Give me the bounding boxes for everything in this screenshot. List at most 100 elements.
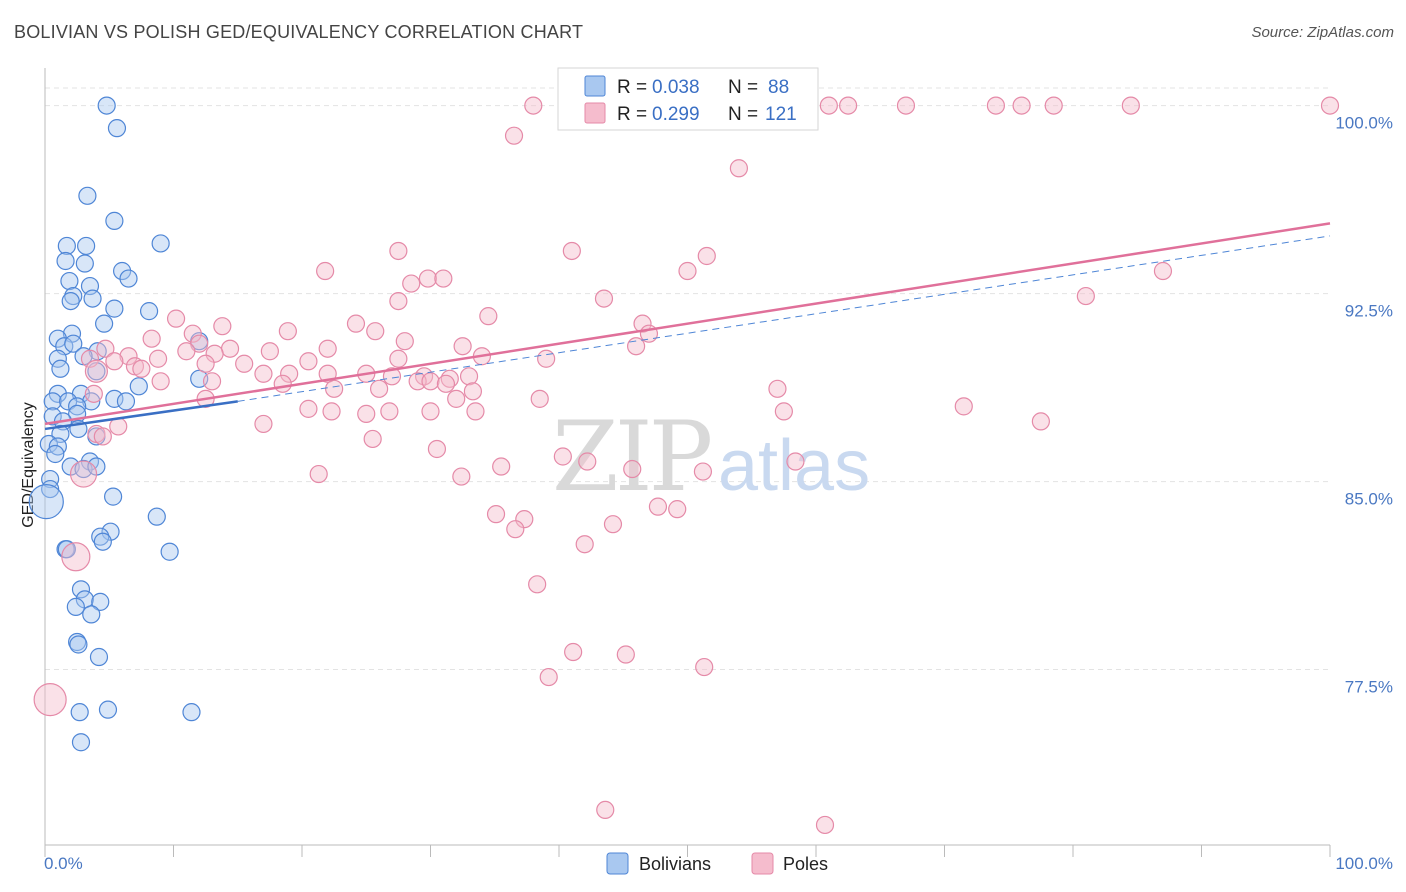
point-poles xyxy=(466,402,485,421)
point-poles xyxy=(452,467,471,486)
point-poles xyxy=(506,520,525,539)
point-bolivians xyxy=(71,733,91,752)
point-poles xyxy=(309,464,328,484)
point-poles xyxy=(815,815,835,835)
point-poles xyxy=(370,379,389,398)
point-bolivians xyxy=(119,269,138,288)
point-poles xyxy=(896,96,916,115)
point-poles xyxy=(278,322,297,341)
point-poles xyxy=(142,329,161,348)
point-poles xyxy=(363,429,382,449)
point-poles xyxy=(1121,96,1140,115)
point-poles xyxy=(562,241,581,261)
tick-labels: 77.5% 85.0% 92.5% 100.0% 0.0% 100.0% xyxy=(44,114,1393,873)
point-poles xyxy=(633,314,652,333)
trend-line-bolivians-extrapolated xyxy=(237,235,1331,402)
point-bolivians xyxy=(105,389,124,408)
legend-swatch-pink xyxy=(584,102,606,124)
point-poles xyxy=(254,364,273,383)
legend-r-value-1: 0.038 xyxy=(652,77,700,98)
point-poles xyxy=(1076,286,1095,306)
point-poles xyxy=(177,342,196,361)
point-bolivians xyxy=(82,605,101,624)
point-bolivians xyxy=(57,236,76,256)
point-poles xyxy=(299,352,318,371)
point-poles xyxy=(84,384,103,403)
point-bolivians xyxy=(43,392,62,411)
point-poles xyxy=(578,452,597,471)
point-poles xyxy=(119,347,138,366)
watermark-zip: ZIP xyxy=(552,401,711,513)
watermark: ZIP atlas xyxy=(552,401,870,513)
point-poles xyxy=(84,359,109,383)
point-poles xyxy=(132,359,151,378)
point-poles xyxy=(220,339,240,358)
point-poles xyxy=(459,367,479,386)
point-poles xyxy=(408,372,427,391)
point-poles xyxy=(553,447,572,466)
point-poles xyxy=(382,367,402,386)
point-poles xyxy=(447,389,466,408)
point-poles xyxy=(380,402,399,421)
point-poles xyxy=(986,96,1006,115)
point-poles xyxy=(697,246,716,266)
point-poles xyxy=(395,332,414,351)
point-poles xyxy=(954,397,973,416)
x-tick-label: 0.0% xyxy=(44,854,83,873)
axes xyxy=(44,68,1331,857)
point-poles xyxy=(93,427,112,446)
point-bolivians xyxy=(98,700,118,719)
point-poles xyxy=(366,322,385,341)
point-poles xyxy=(528,575,547,594)
point-poles xyxy=(564,642,583,662)
point-bolivians xyxy=(83,289,102,308)
point-poles xyxy=(357,404,376,423)
point-bolivians xyxy=(89,647,109,667)
point-poles xyxy=(254,414,273,434)
point-bolivians xyxy=(78,186,97,205)
y-tick-label: 92.5% xyxy=(1345,302,1393,321)
point-poles xyxy=(1153,261,1173,281)
point-poles xyxy=(575,535,594,554)
point-poles xyxy=(504,126,524,145)
point-poles xyxy=(537,349,556,368)
point-poles xyxy=(148,349,168,368)
bottom-legend-bolivians: Bolivians xyxy=(639,854,711,874)
legend-n-label-1: N = xyxy=(728,77,758,98)
point-poles xyxy=(322,402,341,421)
point-bolivians xyxy=(182,703,201,722)
point-bolivians xyxy=(75,254,94,273)
point-poles xyxy=(678,261,697,281)
point-bolivians xyxy=(147,507,166,526)
point-poles xyxy=(603,515,623,534)
point-bolivians xyxy=(105,299,124,318)
point-poles xyxy=(213,317,232,336)
point-bolivians xyxy=(28,484,64,520)
bottom-legend-poles: Poles xyxy=(783,854,828,874)
point-bolivians xyxy=(43,407,62,426)
point-poles xyxy=(260,342,279,361)
point-poles xyxy=(346,314,366,333)
point-poles xyxy=(768,379,787,398)
legend-n-value-2: 121 xyxy=(765,104,797,125)
chart-source: Source: ZipAtlas.com xyxy=(1251,24,1394,41)
point-poles xyxy=(839,96,858,115)
point-poles xyxy=(389,241,408,261)
legend-n-label-2: N = xyxy=(728,104,758,125)
point-poles xyxy=(434,269,453,288)
point-bolivians xyxy=(64,286,83,306)
point-bolivians xyxy=(160,542,179,561)
point-poles xyxy=(486,505,506,524)
point-bolivians xyxy=(60,271,79,291)
point-poles xyxy=(402,274,421,293)
legend-n-value-1: 88 xyxy=(768,77,789,98)
point-poles xyxy=(616,645,635,664)
point-poles xyxy=(151,372,170,391)
point-poles xyxy=(427,439,447,459)
point-bolivians xyxy=(151,234,170,253)
point-poles xyxy=(205,344,224,363)
point-poles xyxy=(1031,412,1050,431)
point-bolivians xyxy=(93,532,112,551)
point-bolivians xyxy=(91,527,110,546)
x-tick-label: 100.0% xyxy=(1335,854,1393,873)
